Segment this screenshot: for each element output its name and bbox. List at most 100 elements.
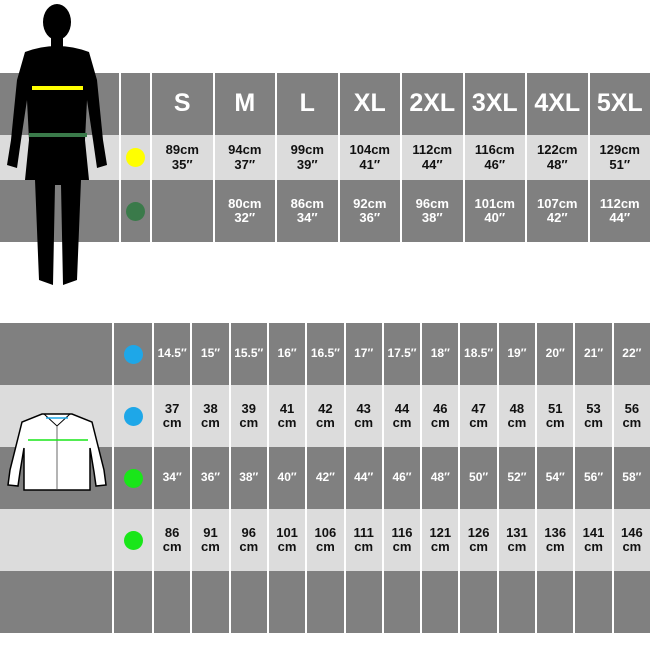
measurement-cell — [345, 571, 382, 633]
marker-cell — [121, 180, 150, 242]
measurement-cell: 52″ — [498, 447, 536, 509]
cm-value: 101cm — [474, 195, 515, 211]
marker-cell — [114, 447, 152, 509]
cm-value: 129cm — [599, 142, 640, 158]
measurement-cell: 47 cm — [460, 385, 497, 447]
measurement-cell — [154, 571, 191, 633]
size-header: 5XL — [589, 73, 650, 135]
measurement-cell: 121 cm — [422, 509, 459, 571]
measurement-cell: 86 cm — [154, 509, 191, 571]
measurement-cell: 42 cm — [307, 385, 344, 447]
measurement-cell: 46″ — [383, 447, 421, 509]
measurement-cell: 40″ — [268, 447, 306, 509]
cm-value: 112cm — [599, 195, 640, 211]
measurement-cell: 39 cm — [230, 385, 267, 447]
shirt-icon — [7, 413, 107, 491]
measurement-cell: 16.5″ — [307, 323, 344, 385]
measurement-cell: 14.5″ — [154, 323, 191, 385]
size-header: 3XL — [464, 73, 525, 135]
size-header: 2XL — [402, 73, 463, 135]
size-header: S — [152, 73, 213, 135]
measurement-cell: 18.5″ — [460, 323, 497, 385]
measurement-cell: 112cm 44″ — [402, 135, 463, 180]
measurement-cell: 116cm 46″ — [464, 135, 525, 180]
measurement-cell — [575, 571, 612, 633]
measurement-cell: 54″ — [537, 447, 574, 509]
measurement-cell: 41 cm — [268, 385, 306, 447]
measurement-cell: 48 cm — [498, 385, 536, 447]
measure-marker-icon — [123, 530, 143, 550]
marker-cell — [114, 323, 152, 385]
cm-value: 94cm — [228, 142, 262, 158]
inch-value: 51″ — [609, 156, 631, 172]
measurement-cell: 141 cm — [575, 509, 612, 571]
inch-value: 42″ — [546, 210, 568, 225]
measurement-cell: 34″ — [154, 447, 191, 509]
measurement-cell: 136 cm — [537, 509, 574, 571]
measurement-cell — [230, 571, 267, 633]
measurement-cell: 56″ — [575, 447, 612, 509]
measurement-cell: 46 cm — [422, 385, 459, 447]
measurement-cell — [460, 571, 497, 633]
measurement-cell — [268, 571, 306, 633]
marker-cell — [114, 571, 152, 633]
cm-value: 80cm — [228, 195, 262, 211]
measurement-cell: 44 cm — [383, 385, 421, 447]
measurement-cell — [422, 571, 459, 633]
cm-value: 116cm — [474, 142, 515, 158]
measurement-cell — [613, 571, 650, 633]
measurement-cell: 96cm 38″ — [402, 180, 463, 242]
measurement-cell: 58″ — [613, 447, 650, 509]
measurement-cell: 51 cm — [537, 385, 574, 447]
measurement-cell: 112cm 44″ — [589, 180, 650, 242]
measurement-cell: 16″ — [268, 323, 306, 385]
size-header: 4XL — [527, 73, 588, 135]
cm-value: 96cm — [415, 195, 449, 211]
measurement-cell: 94cm 37″ — [214, 135, 275, 180]
measurement-cell: 15″ — [192, 323, 229, 385]
measurement-cell: 22″ — [613, 323, 650, 385]
inch-value: 32″ — [234, 210, 256, 225]
measurement-cell: 17.5″ — [383, 323, 421, 385]
cm-value: 92cm — [353, 195, 387, 211]
inch-value: 40″ — [484, 210, 506, 225]
measurement-cell: 122cm 48″ — [527, 135, 588, 180]
inch-value: 41″ — [359, 156, 381, 172]
measurement-cell — [383, 571, 421, 633]
body-silhouette-icon — [7, 4, 107, 285]
measurement-cell: 111 cm — [345, 509, 382, 571]
inch-value: 48″ — [546, 156, 568, 172]
inch-value: 44″ — [421, 156, 443, 172]
measurement-cell — [307, 571, 344, 633]
cm-value: 122cm — [537, 142, 578, 158]
measurement-cell: 38″ — [230, 447, 267, 509]
inch-value: 44″ — [609, 210, 631, 225]
marker-header-cell — [121, 73, 150, 135]
measurement-cell: 86cm 34″ — [277, 180, 338, 242]
measurement-cell — [537, 571, 574, 633]
measurement-cell: 43 cm — [345, 385, 382, 447]
measurement-cell: 21″ — [575, 323, 612, 385]
inch-value: 39″ — [296, 156, 318, 172]
marker-cell — [114, 509, 152, 571]
measurement-cell: 15.5″ — [230, 323, 267, 385]
inch-value: 46″ — [484, 156, 506, 172]
cm-value: 99cm — [290, 142, 324, 158]
measurement-cell: 146 cm — [613, 509, 650, 571]
chest-marker-icon — [126, 148, 145, 167]
measurement-cell: 129cm 51″ — [589, 135, 650, 180]
measurement-cell: 89cm 35″ — [152, 135, 213, 180]
cm-value: 112cm — [412, 142, 453, 158]
figure-cell — [0, 180, 119, 242]
measure-marker-icon — [123, 344, 143, 364]
measurement-cell: 101 cm — [268, 509, 306, 571]
cm-value: 89cm — [165, 142, 199, 158]
measurement-cell: 99cm 39″ — [277, 135, 338, 180]
measurement-cell: 92cm 36″ — [339, 180, 400, 242]
body-size-table: S M L XL 2XL 3XL 4XL 5XL 89cm 35″ 94cm 37″ 99cm 39″ 10… — [0, 73, 650, 242]
cm-value: 104cm — [349, 142, 390, 158]
inch-value: 34″ — [296, 210, 318, 225]
measurement-cell: 116 cm — [383, 509, 421, 571]
measurement-cell: 96 cm — [230, 509, 267, 571]
measurement-cell: 106 cm — [307, 509, 344, 571]
